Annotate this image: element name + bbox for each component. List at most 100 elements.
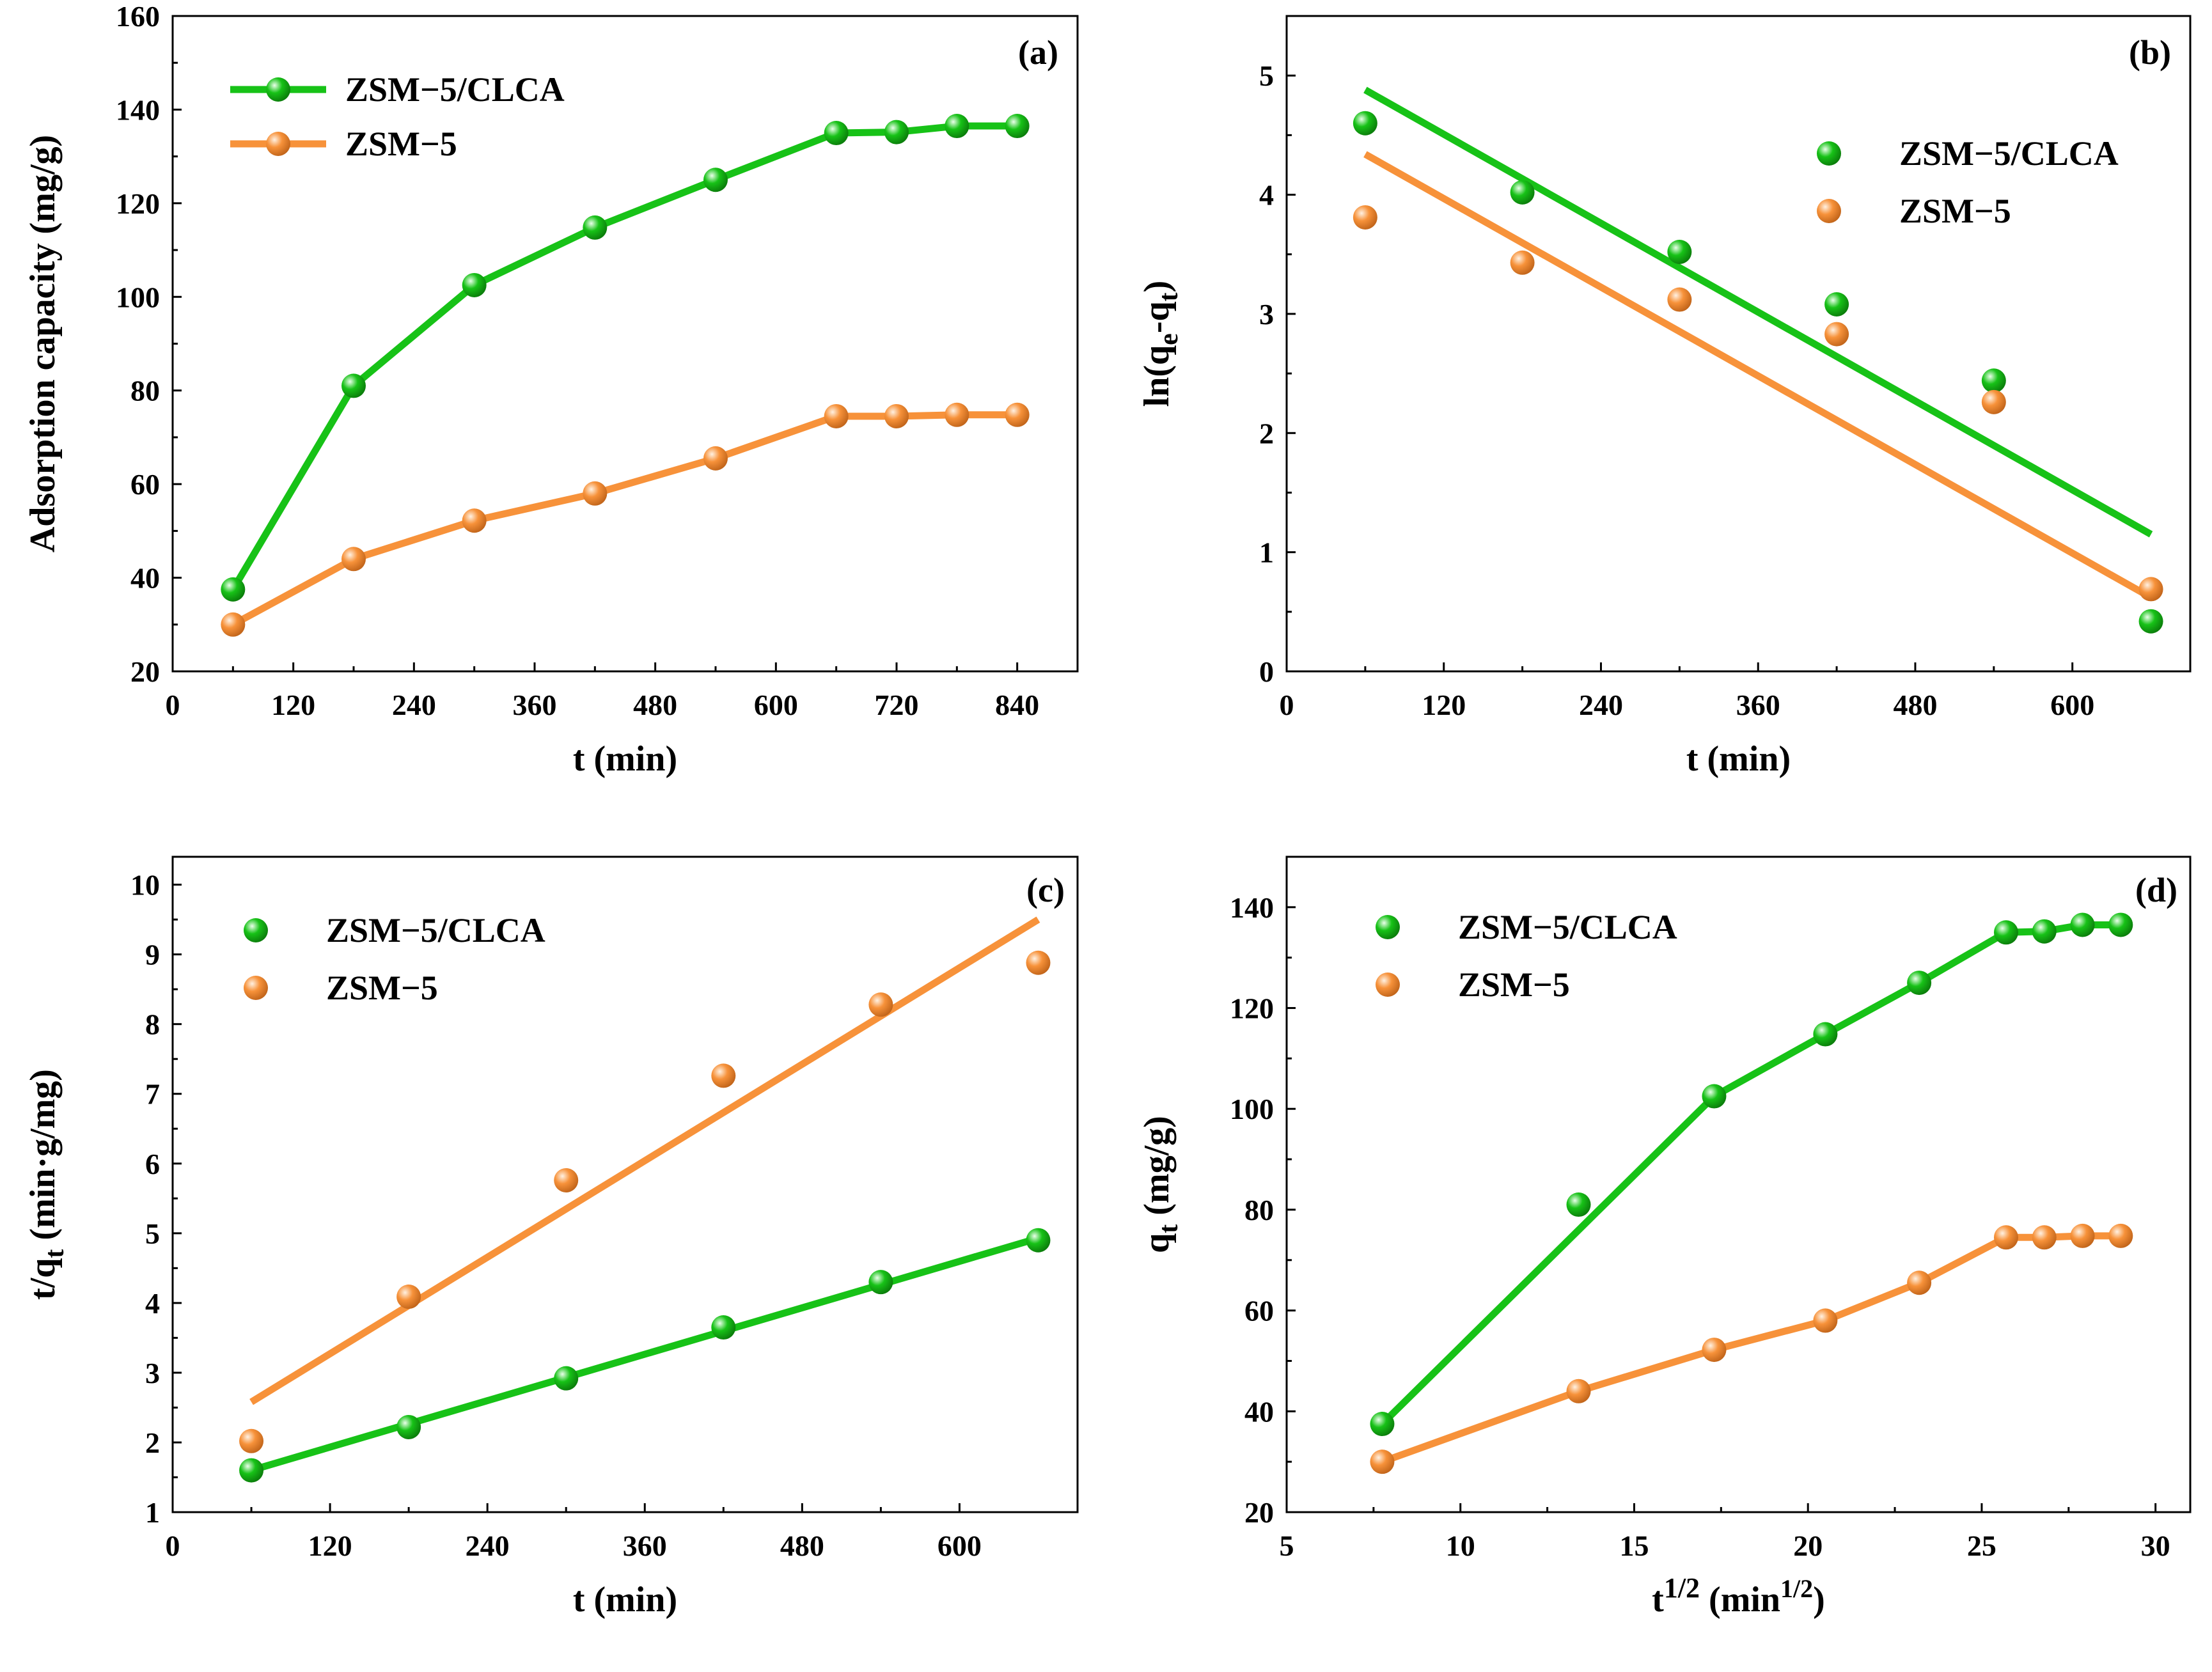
panel-b: 0 120 240 360 480 600 0 1 2 3 4 5 t (min) ln(qe-qt) (b… [1137,15,2192,779]
data-point [2108,1223,2133,1248]
y-tick-label: 3 [1259,298,1274,331]
data-point [1813,1022,1838,1047]
series-zsm5-clca [239,1228,1051,1483]
data-point [583,481,608,506]
x-tick-label: 25 [1967,1529,1996,1562]
y-tick-label: 5 [1259,59,1274,92]
data-point [1353,111,1377,136]
legend-marker [244,918,268,942]
legend-marker [1376,915,1400,939]
y-tick-label: 5 [145,1217,160,1250]
x-tick-label: 0 [1280,689,1294,721]
data-point [554,1168,579,1192]
data-point [1005,402,1030,427]
data-point [1702,1338,1727,1363]
data-point [1824,292,1849,316]
legend-label: ZSM−5/CLCA [1458,908,1677,946]
data-point [221,577,246,602]
y-tick-label: 140 [116,93,160,126]
legend-marker [1376,973,1400,997]
data-point [1667,240,1692,264]
data-point [1981,389,2006,414]
x-tick-label: 480 [633,689,677,721]
x-tick-label: 240 [1579,689,1623,721]
data-point [1510,180,1535,205]
data-point [396,1285,421,1309]
data-point [239,1458,264,1483]
data-point [945,402,969,427]
y-tick-label: 1 [145,1496,160,1529]
x-tick-label: 600 [2050,689,2094,721]
x-tick-label: 600 [937,1529,982,1562]
data-point [1813,1308,1838,1333]
y-tick-label: 140 [1230,891,1274,924]
y-tick-label: 120 [116,187,160,220]
legend-entry: ZSM−5/CLCA [230,70,565,109]
x-tick-label: 720 [875,689,919,721]
panel-label: (d) [2135,871,2177,909]
fit-line [1363,151,2153,601]
data-point [1993,920,2018,945]
x-tick-label: 120 [308,1529,352,1562]
x-tick-label: 120 [271,689,315,721]
y-tick-label: 100 [116,281,160,313]
x-tick-label: 15 [1619,1529,1649,1562]
legend-marker [266,132,290,156]
y-axis-title: t/qt (min·g/mg) [23,1069,70,1300]
series-line [231,411,1017,628]
y-tick-label: 120 [1230,992,1274,1025]
data-point [1353,205,1377,230]
y-tick-label: 60 [130,468,160,501]
panel-d: 5 10 15 20 25 30 20 40 60 80 100 120 140 t1/2 (min1/2… [1137,856,2192,1620]
x-axis-title: t1/2 (min1/2) [1652,1572,1825,1620]
y-tick-label: 20 [1244,1496,1274,1529]
legend-entry: ZSM−5 [1817,192,2011,230]
legend-entry: ZSM−5/CLCA [1376,908,1677,946]
data-point [221,612,246,637]
legend-marker [244,976,268,1000]
y-axis-title: qt (mg/g) [1137,1116,1184,1253]
panel-c: 0 120 240 360 480 600 1 2 3 4 5 6 7 8 9 10 t (min) t/qt (… [23,856,1079,1620]
data-point [554,1366,579,1391]
data-point [2108,912,2133,937]
y-tick-label: 80 [1244,1194,1274,1226]
y-tick-label: 20 [130,655,160,688]
y-axis-title: Adsorption capacity (mg/g) [23,135,63,552]
x-tick-label: 600 [754,689,798,721]
data-point [703,168,728,192]
legend-label: ZSM−5 [345,125,457,163]
legend-entry: ZSM−5/CLCA [1817,134,2119,173]
y-tick-label: 100 [1230,1093,1274,1125]
y-tick-label: 2 [1259,417,1274,449]
series-line [230,122,1017,591]
y-tick-label: 40 [1244,1395,1274,1428]
data-point [341,373,366,398]
legend-entry: ZSM−5 [244,969,438,1007]
y-tick-label: 1 [1259,536,1274,569]
panel-label: (c) [1026,871,1065,909]
fit-line [1381,1232,2121,1465]
x-tick-label: 840 [995,689,1039,721]
x-axis-title: t (min) [573,1580,677,1620]
legend-label: ZSM−5/CLCA [326,911,545,949]
legend-marker [1817,141,1841,166]
data-point [868,1270,893,1295]
panel-a: 0 120 240 360 480 600 720 840 20 40 60 80 100 120 140 1… [23,0,1079,779]
y-tick-label: 80 [130,375,160,407]
legend-label: ZSM−5/CLCA [345,70,565,109]
data-point [824,121,849,146]
x-tick-label: 240 [392,689,436,721]
x-tick-label: 360 [513,689,557,721]
data-point [703,446,728,471]
data-point [396,1414,421,1439]
y-tick-label: 60 [1244,1295,1274,1327]
x-tick-label: 10 [1446,1529,1475,1562]
series-zsm5 [1353,151,2163,602]
data-point [711,1315,736,1340]
legend-marker [266,77,290,102]
data-point [1702,1084,1727,1109]
data-point [1566,1192,1591,1217]
data-point [462,508,487,533]
x-tick-label: 5 [1280,1529,1294,1562]
